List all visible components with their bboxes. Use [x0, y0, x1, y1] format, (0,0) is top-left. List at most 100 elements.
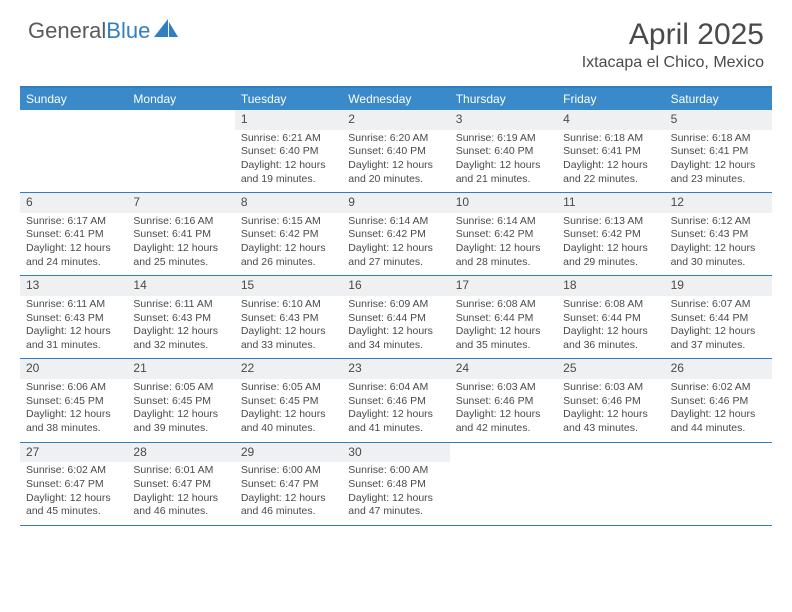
daylight-text: Daylight: 12 hours and 21 minutes. [456, 159, 551, 186]
day-number: 29 [235, 443, 342, 463]
daylight-text: Daylight: 12 hours and 26 minutes. [241, 242, 336, 269]
sunset-text: Sunset: 6:46 PM [563, 395, 658, 409]
sunrise-text: Sunrise: 6:21 AM [241, 132, 336, 146]
sunrise-text: Sunrise: 6:00 AM [241, 464, 336, 478]
sunset-text: Sunset: 6:43 PM [241, 312, 336, 326]
sunset-text: Sunset: 6:44 PM [456, 312, 551, 326]
sunrise-text: Sunrise: 6:02 AM [26, 464, 121, 478]
daylight-text: Daylight: 12 hours and 29 minutes. [563, 242, 658, 269]
title-block: April 2025 Ixtacapa el Chico, Mexico [582, 18, 764, 72]
sunset-text: Sunset: 6:45 PM [26, 395, 121, 409]
day-number: 14 [127, 276, 234, 296]
sunrise-text: Sunrise: 6:10 AM [241, 298, 336, 312]
daylight-text: Daylight: 12 hours and 34 minutes. [348, 325, 443, 352]
calendar-cell: 11Sunrise: 6:13 AMSunset: 6:42 PMDayligh… [557, 193, 664, 275]
sunrise-text: Sunrise: 6:05 AM [133, 381, 228, 395]
calendar-week: 20Sunrise: 6:06 AMSunset: 6:45 PMDayligh… [20, 359, 772, 442]
daylight-text: Daylight: 12 hours and 25 minutes. [133, 242, 228, 269]
calendar-week: 6Sunrise: 6:17 AMSunset: 6:41 PMDaylight… [20, 193, 772, 276]
sunset-text: Sunset: 6:47 PM [133, 478, 228, 492]
daylight-text: Daylight: 12 hours and 44 minutes. [671, 408, 766, 435]
daylight-text: Daylight: 12 hours and 19 minutes. [241, 159, 336, 186]
day-number: 16 [342, 276, 449, 296]
day-number: 28 [127, 443, 234, 463]
day-number: 26 [665, 359, 772, 379]
sunset-text: Sunset: 6:43 PM [133, 312, 228, 326]
calendar-body: ..1Sunrise: 6:21 AMSunset: 6:40 PMDaylig… [20, 110, 772, 526]
logo-word1: General [28, 18, 106, 43]
sunset-text: Sunset: 6:42 PM [241, 228, 336, 242]
sunset-text: Sunset: 6:41 PM [26, 228, 121, 242]
weekday-wednesday: Wednesday [342, 88, 449, 110]
calendar-cell: 22Sunrise: 6:05 AMSunset: 6:45 PMDayligh… [235, 359, 342, 441]
day-number: 15 [235, 276, 342, 296]
day-number: 3 [450, 110, 557, 130]
sunset-text: Sunset: 6:41 PM [563, 145, 658, 159]
calendar-cell: 24Sunrise: 6:03 AMSunset: 6:46 PMDayligh… [450, 359, 557, 441]
sunset-text: Sunset: 6:48 PM [348, 478, 443, 492]
day-number: 18 [557, 276, 664, 296]
sunset-text: Sunset: 6:44 PM [563, 312, 658, 326]
daylight-text: Daylight: 12 hours and 36 minutes. [563, 325, 658, 352]
calendar-cell: 4Sunrise: 6:18 AMSunset: 6:41 PMDaylight… [557, 110, 664, 192]
sunrise-text: Sunrise: 6:18 AM [671, 132, 766, 146]
sunset-text: Sunset: 6:46 PM [348, 395, 443, 409]
sunrise-text: Sunrise: 6:07 AM [671, 298, 766, 312]
sunrise-text: Sunrise: 6:08 AM [563, 298, 658, 312]
day-number: 12 [665, 193, 772, 213]
daylight-text: Daylight: 12 hours and 24 minutes. [26, 242, 121, 269]
calendar-cell: 27Sunrise: 6:02 AMSunset: 6:47 PMDayligh… [20, 443, 127, 525]
sunrise-text: Sunrise: 6:16 AM [133, 215, 228, 229]
daylight-text: Daylight: 12 hours and 35 minutes. [456, 325, 551, 352]
calendar-cell: 30Sunrise: 6:00 AMSunset: 6:48 PMDayligh… [342, 443, 449, 525]
daylight-text: Daylight: 12 hours and 28 minutes. [456, 242, 551, 269]
day-number: 8 [235, 193, 342, 213]
weekday-friday: Friday [557, 88, 664, 110]
daylight-text: Daylight: 12 hours and 47 minutes. [348, 492, 443, 519]
calendar-cell: . [557, 443, 664, 525]
calendar-cell: 26Sunrise: 6:02 AMSunset: 6:46 PMDayligh… [665, 359, 772, 441]
calendar-week: 13Sunrise: 6:11 AMSunset: 6:43 PMDayligh… [20, 276, 772, 359]
calendar-cell: 12Sunrise: 6:12 AMSunset: 6:43 PMDayligh… [665, 193, 772, 275]
sunrise-text: Sunrise: 6:12 AM [671, 215, 766, 229]
calendar-cell: 5Sunrise: 6:18 AMSunset: 6:41 PMDaylight… [665, 110, 772, 192]
sunset-text: Sunset: 6:45 PM [133, 395, 228, 409]
calendar-cell: . [127, 110, 234, 192]
daylight-text: Daylight: 12 hours and 39 minutes. [133, 408, 228, 435]
sunset-text: Sunset: 6:41 PM [671, 145, 766, 159]
calendar-cell: 16Sunrise: 6:09 AMSunset: 6:44 PMDayligh… [342, 276, 449, 358]
header: GeneralBlue April 2025 Ixtacapa el Chico… [0, 0, 792, 80]
sunset-text: Sunset: 6:44 PM [671, 312, 766, 326]
sunset-text: Sunset: 6:47 PM [26, 478, 121, 492]
calendar-cell: 1Sunrise: 6:21 AMSunset: 6:40 PMDaylight… [235, 110, 342, 192]
daylight-text: Daylight: 12 hours and 33 minutes. [241, 325, 336, 352]
day-number: 20 [20, 359, 127, 379]
sunrise-text: Sunrise: 6:20 AM [348, 132, 443, 146]
location-label: Ixtacapa el Chico, Mexico [582, 54, 764, 72]
daylight-text: Daylight: 12 hours and 41 minutes. [348, 408, 443, 435]
day-number: 25 [557, 359, 664, 379]
day-number: 13 [20, 276, 127, 296]
sunrise-text: Sunrise: 6:03 AM [563, 381, 658, 395]
sunrise-text: Sunrise: 6:19 AM [456, 132, 551, 146]
calendar-cell: 28Sunrise: 6:01 AMSunset: 6:47 PMDayligh… [127, 443, 234, 525]
daylight-text: Daylight: 12 hours and 46 minutes. [133, 492, 228, 519]
calendar-cell: 15 Sunrise: 6:10 AMSunset: 6:43 PMDayligh… [235, 276, 342, 358]
sunrise-text: Sunrise: 6:11 AM [133, 298, 228, 312]
calendar: Sunday Monday Tuesday Wednesday Thursday… [20, 86, 772, 526]
calendar-cell: 6Sunrise: 6:17 AMSunset: 6:41 PMDaylight… [20, 193, 127, 275]
calendar-cell: 25Sunrise: 6:03 AMSunset: 6:46 PMDayligh… [557, 359, 664, 441]
sunrise-text: Sunrise: 6:00 AM [348, 464, 443, 478]
calendar-week: ..1Sunrise: 6:21 AMSunset: 6:40 PMDaylig… [20, 110, 772, 193]
sunrise-text: Sunrise: 6:15 AM [241, 215, 336, 229]
daylight-text: Daylight: 12 hours and 20 minutes. [348, 159, 443, 186]
sunrise-text: Sunrise: 6:14 AM [348, 215, 443, 229]
calendar-cell: 3Sunrise: 6:19 AMSunset: 6:40 PMDaylight… [450, 110, 557, 192]
calendar-cell: . [450, 443, 557, 525]
sunset-text: Sunset: 6:46 PM [456, 395, 551, 409]
day-number: 1 [235, 110, 342, 130]
sunrise-text: Sunrise: 6:01 AM [133, 464, 228, 478]
weekday-header: Sunday Monday Tuesday Wednesday Thursday… [20, 88, 772, 110]
day-number: 9 [342, 193, 449, 213]
daylight-text: Daylight: 12 hours and 46 minutes. [241, 492, 336, 519]
